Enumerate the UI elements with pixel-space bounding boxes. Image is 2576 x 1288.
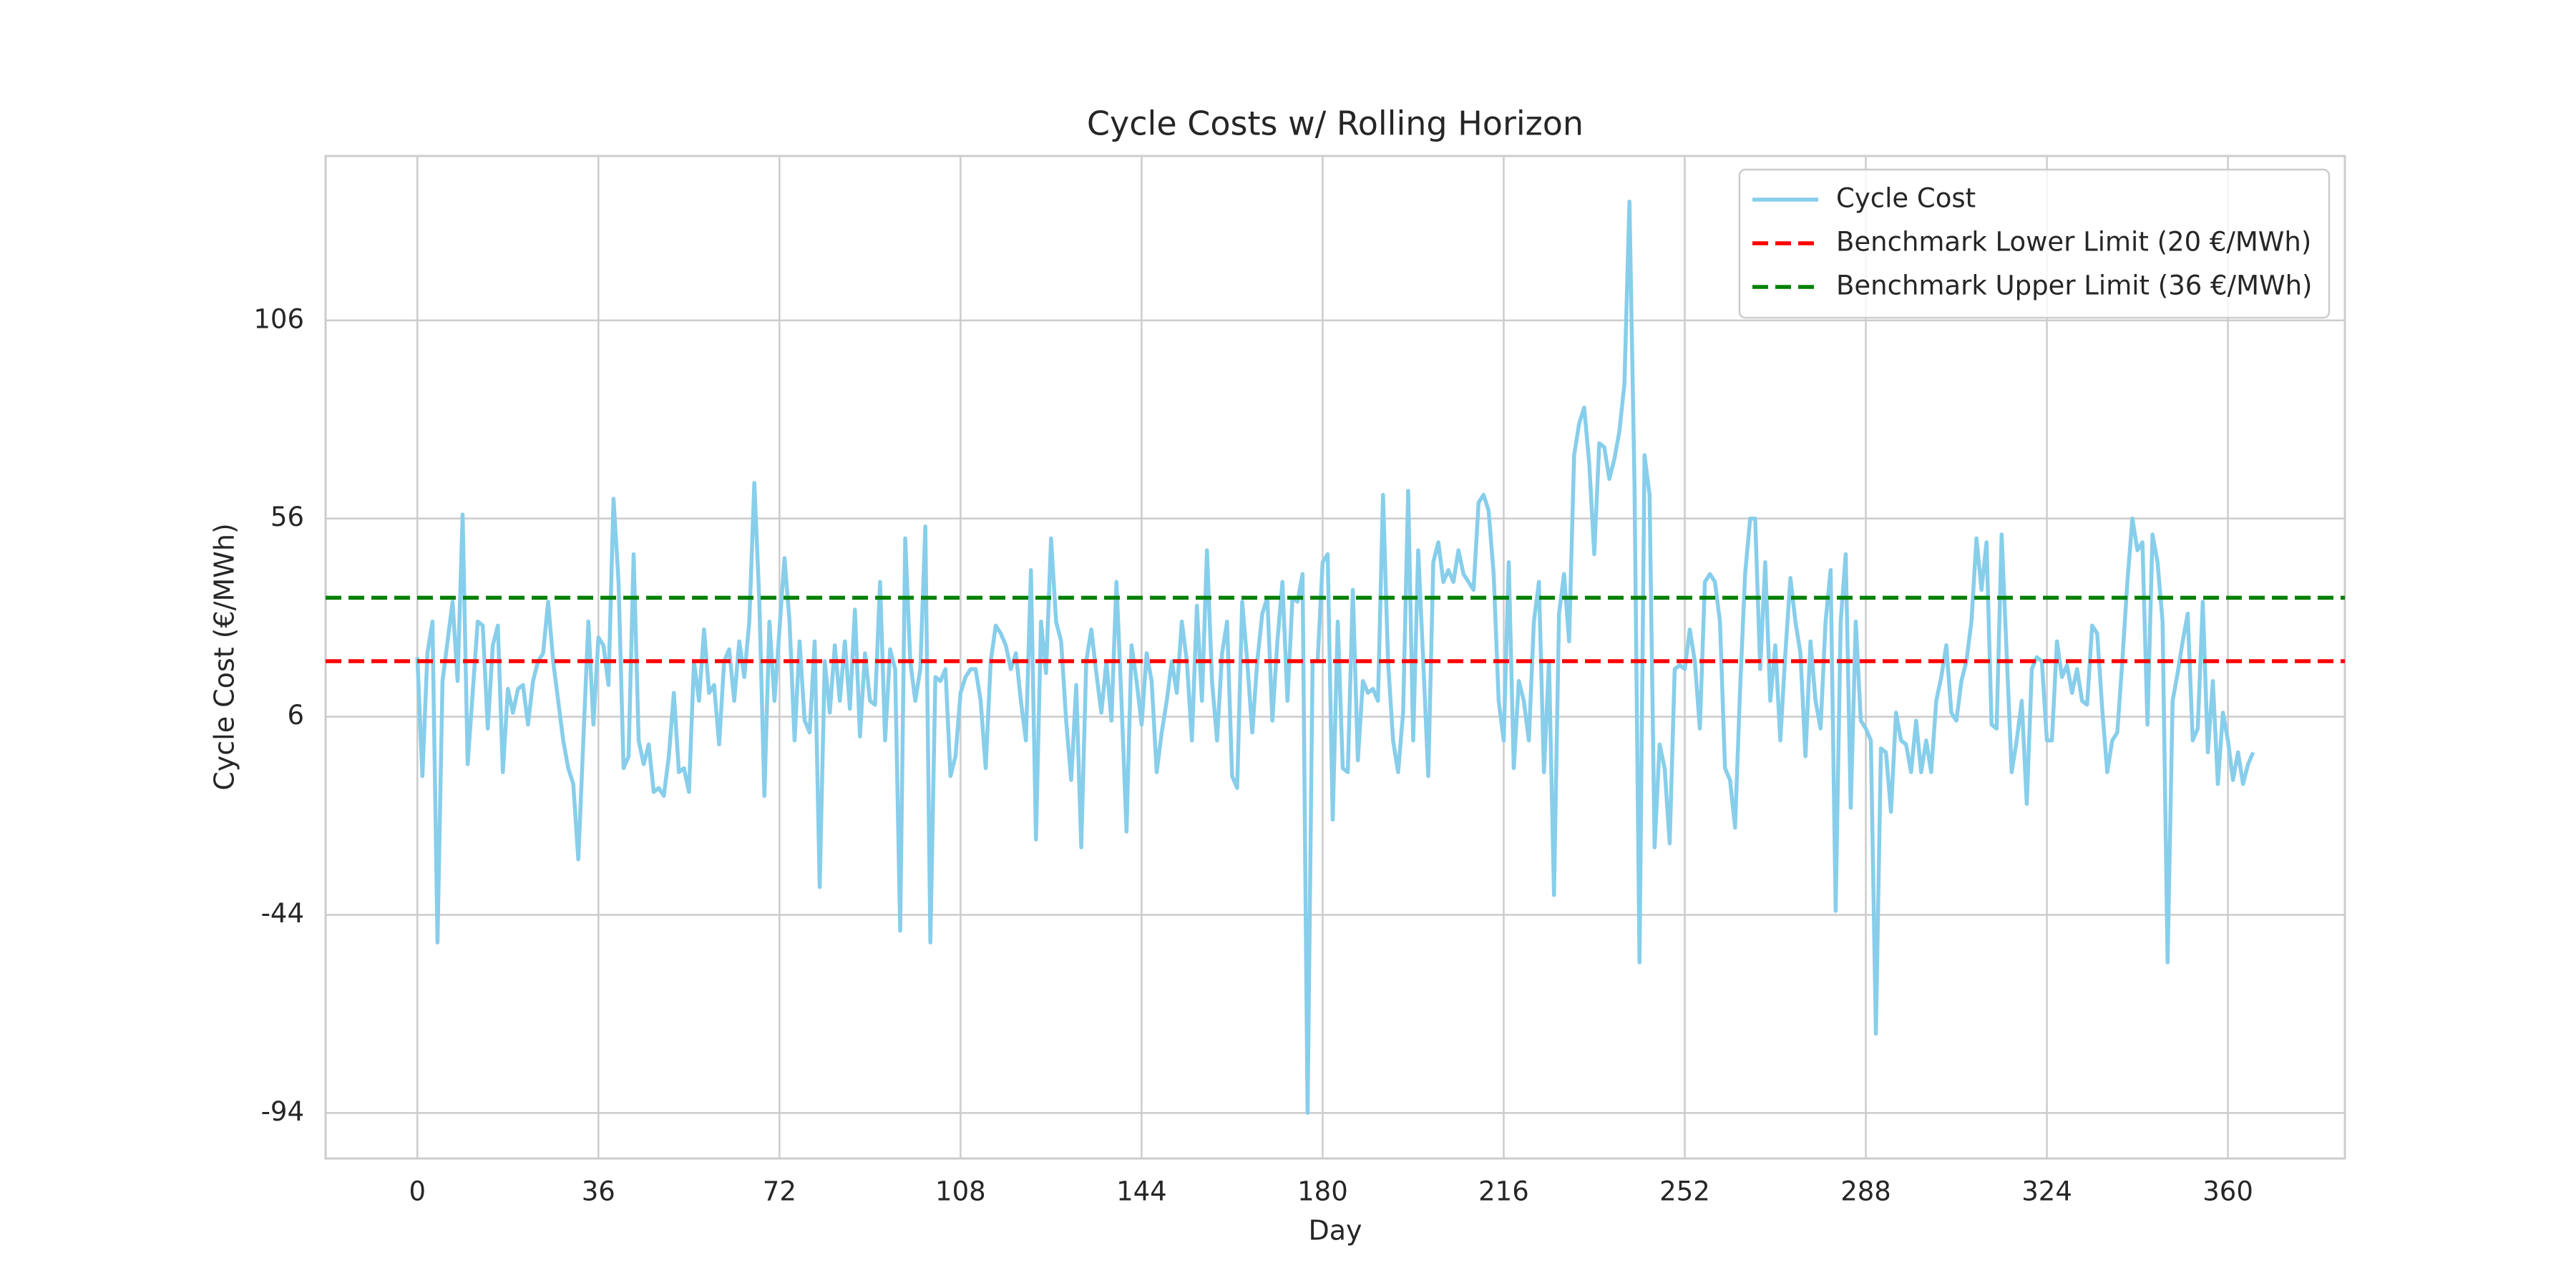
legend-box <box>1738 168 2331 319</box>
x-tick-label: 288 <box>1840 1176 1891 1207</box>
x-tick-label: 0 <box>409 1176 426 1207</box>
x-axis-label: Day <box>1308 1215 1362 1246</box>
y-tick-label: 56 <box>270 502 304 532</box>
data-line <box>415 199 2255 1116</box>
x-tick-label: 36 <box>582 1176 615 1207</box>
x-tick-label: 108 <box>935 1176 986 1207</box>
chart-title: Cycle Costs w/ Rolling Horizon <box>1087 104 1584 143</box>
y-tick-label: -94 <box>261 1096 304 1127</box>
x-tick-label: 360 <box>2202 1176 2253 1207</box>
legend-label: Cycle Cost <box>1836 183 1976 214</box>
y-tick-label: -44 <box>261 898 304 929</box>
y-tick-label: 6 <box>287 700 304 731</box>
x-tick-label: 252 <box>1659 1176 1710 1207</box>
y-tick-label: 106 <box>253 303 304 334</box>
legend-label: Benchmark Lower Limit (20 €/MWh) <box>1836 227 2311 258</box>
x-tick-label: 180 <box>1297 1176 1348 1207</box>
legend-label: Benchmark Upper Limit (36 €/MWh) <box>1836 270 2312 301</box>
y-axis-label: Cycle Cost (€/MWh) <box>209 523 240 791</box>
x-tick-label: 216 <box>1478 1176 1529 1207</box>
x-tick-label: 324 <box>2021 1176 2072 1207</box>
x-tick-label: 72 <box>763 1176 796 1207</box>
plot-frame <box>324 155 2346 1160</box>
x-tick-label: 144 <box>1116 1176 1167 1207</box>
legend: Cycle Cost Benchmark Lower Limit (20 €/MW… <box>1738 168 2331 319</box>
